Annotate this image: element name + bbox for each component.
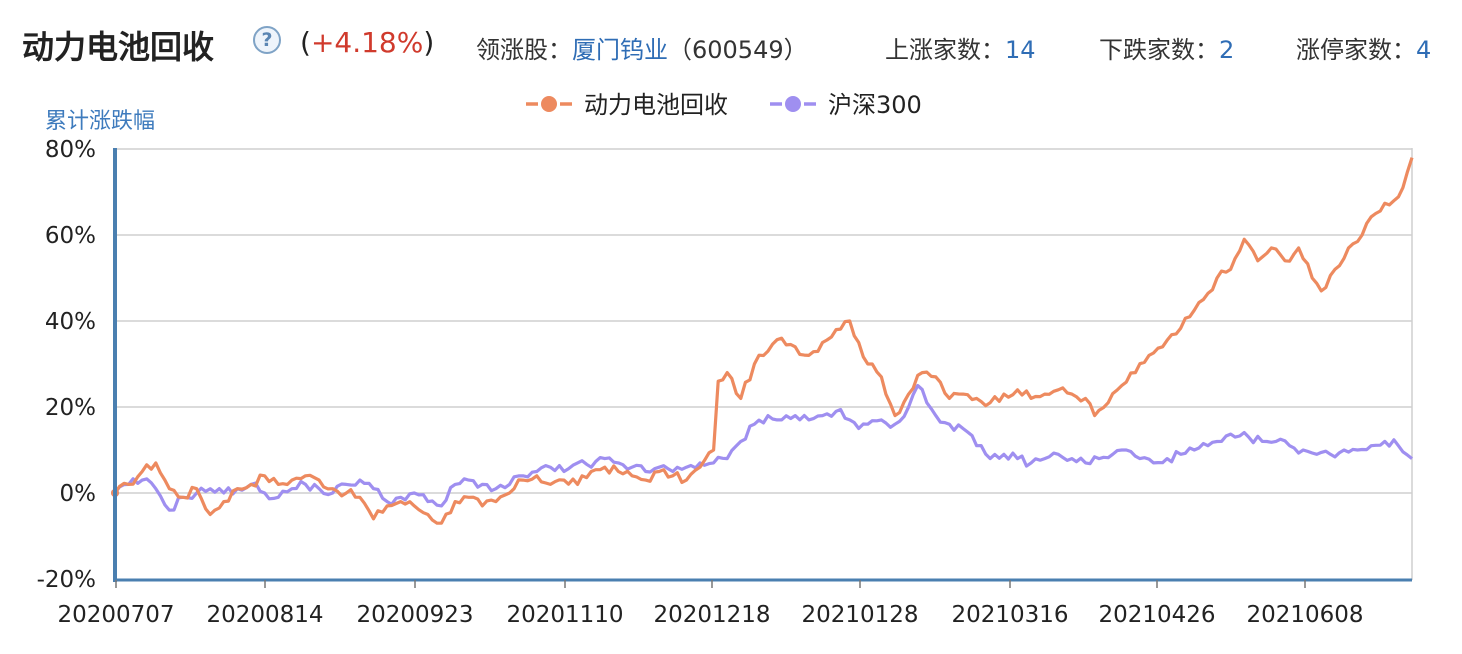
axes [113,148,1412,582]
legend-item-1[interactable]: 动力电池回收 [526,91,728,119]
y-tick-label: -20% [37,567,96,593]
leader-code: （600549） [668,36,808,64]
legend-marker [785,96,801,112]
y-tick-label: 20% [45,395,96,421]
x-tick-label: 20201218 [653,602,770,628]
y-axis-title: 累计涨跌幅 [45,109,155,134]
series-line-1 [113,157,1414,525]
y-tick-label: 0% [60,481,97,507]
change-value: +4.18% [310,26,424,59]
leader-stock: 领涨股：厦门钨业（600549） [476,30,808,65]
change-percent: (+4.18%) [300,26,435,59]
x-tick-label: 20210316 [951,602,1068,628]
limit-up-label: 涨停家数： [1296,36,1416,64]
up-count-value: 14 [1005,36,1036,64]
limit-up-value: 4 [1416,36,1432,64]
legend-label: 动力电池回收 [584,91,728,119]
grid-lines [115,148,1413,580]
x-tick-label: 20201110 [506,602,623,628]
legend-label: 沪深300 [828,91,922,119]
x-tick-label: 20200814 [206,602,323,628]
x-tick-label: 20210128 [801,602,918,628]
down-count-value: 2 [1219,36,1235,64]
x-tick-label: 20210608 [1246,602,1363,628]
leader-label: 领涨股： [476,36,572,64]
leader-stock-link[interactable]: 厦门钨业 [572,36,668,64]
y-axis: -20% 0% 20% 40% 60% 80% [37,137,96,593]
x-tick-label: 20200707 [57,602,174,628]
x-tick-label: 20200923 [356,602,473,628]
chart-legend: 动力电池回收 沪深300 [526,91,922,119]
header: 动力电池回收 ? (+4.18%) 领涨股：厦门钨业（600549） 上涨家数：… [22,18,1452,70]
x-axis: 20200707 20200814 20200923 20201110 20201218… [57,580,1364,628]
up-count: 上涨家数：14 [885,30,1036,65]
y-tick-label: 40% [45,309,96,335]
legend-item-2[interactable]: 沪深300 [770,91,922,119]
x-tick-label: 20210426 [1098,602,1215,628]
y-tick-label: 60% [45,223,96,249]
series-group [111,157,1414,525]
series-line-2 [113,383,1413,512]
down-count-label: 下跌家数： [1099,36,1219,64]
legend-marker [541,96,557,112]
down-count: 下跌家数：2 [1099,30,1234,65]
line-chart: 动力电池回收 沪深300 累计涨跌幅 -20% 0% 20% 40% 60% 80% 202… [37,91,1414,628]
limit-up-count: 涨停家数：4 [1296,30,1431,65]
y-tick-label: 80% [45,137,96,163]
page-title: 动力电池回收 [22,28,215,66]
up-count-label: 上涨家数： [885,36,1005,64]
question-circle-icon[interactable]: ? [253,26,281,54]
